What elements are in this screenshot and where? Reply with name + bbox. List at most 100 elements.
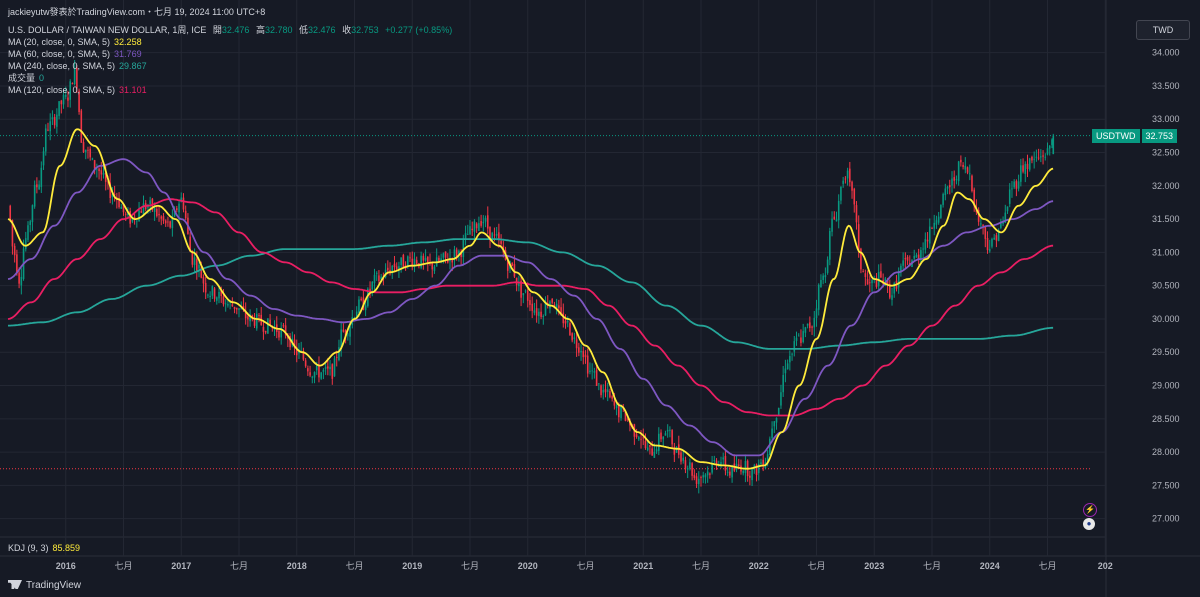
candle-body	[442, 253, 445, 258]
ma60-line	[7, 158, 1054, 457]
candle-body	[773, 421, 776, 427]
candle-body	[107, 181, 109, 183]
candle-body	[440, 258, 442, 262]
candle-body	[342, 329, 345, 332]
candle-body	[453, 249, 456, 261]
us-flag-icon[interactable]: ●	[1083, 518, 1095, 530]
indicator-ma60[interactable]: MA (60, close, 0, SMA, 5) 31.769	[8, 48, 142, 60]
candle-body	[686, 468, 689, 470]
candle-body	[333, 358, 336, 377]
candle-body	[67, 97, 69, 101]
candle-body	[422, 255, 425, 261]
lightning-icon[interactable]: ⚡	[1083, 503, 1097, 517]
candle-body	[1042, 155, 1044, 157]
candle-body	[27, 225, 29, 240]
candle-body	[189, 236, 191, 252]
candle-body	[789, 356, 791, 363]
price-axis[interactable]: 27.000 27.500 28.000 28.500 29.000 29.500 30.0…	[1152, 48, 1180, 524]
candle-body	[811, 326, 813, 328]
kdj-legend[interactable]: KDJ (9, 3) 85.859	[8, 542, 80, 554]
tradingview-logo[interactable]: TradingView	[8, 580, 81, 591]
candle-body	[304, 360, 307, 367]
candle-body	[220, 289, 223, 297]
candle-body	[182, 197, 185, 210]
candle-body	[215, 297, 218, 301]
candle-body	[1052, 135, 1055, 155]
candle-body	[700, 477, 702, 478]
indicator-value: 0	[39, 73, 45, 83]
candle-body	[44, 128, 47, 152]
candle-body	[888, 283, 891, 298]
candle-body	[264, 330, 267, 333]
indicator-volume[interactable]: 成交量 0	[8, 72, 44, 84]
indicator-ma20[interactable]: MA (20, close, 0, SMA, 5) 32.258	[8, 36, 142, 48]
time-axis[interactable]: 2016 七月 2017 七月 2018 七月 2019 七月 2020 七月 2021 七月 2022…	[56, 561, 1113, 571]
candle-body	[586, 355, 589, 374]
candle-body	[766, 454, 769, 462]
candle-body	[482, 221, 485, 224]
indicator-ma240[interactable]: MA (240, close, 0, SMA, 5) 29.867	[8, 60, 147, 72]
candle-body	[118, 198, 120, 208]
candle-body	[455, 249, 458, 257]
candle-body	[860, 248, 862, 270]
candle-body	[47, 129, 49, 131]
candle-body	[475, 223, 478, 229]
candle-body	[1015, 181, 1018, 189]
candle-body	[402, 254, 405, 268]
candle-body	[869, 282, 871, 284]
candle-body	[60, 100, 63, 105]
candle-body	[780, 392, 782, 406]
candle-body	[751, 468, 753, 481]
candle-body	[760, 462, 762, 465]
candle-body	[253, 317, 256, 326]
candle-body	[229, 302, 231, 304]
candle-body	[193, 257, 196, 266]
time-tick-label: 2016	[56, 561, 76, 571]
candle-body	[76, 67, 78, 89]
candle-body	[564, 320, 567, 324]
candle-body	[231, 304, 234, 307]
candle-body	[36, 184, 38, 188]
candle-body	[669, 429, 671, 431]
candle-body	[167, 221, 169, 223]
candle-body	[833, 216, 836, 220]
candle-body	[375, 272, 378, 274]
candle-body	[98, 168, 100, 172]
candle-body	[755, 464, 758, 475]
candle-body	[235, 307, 238, 310]
candle-body	[438, 257, 440, 262]
candle-body	[526, 290, 529, 301]
candle-body	[948, 185, 951, 188]
candle-body	[671, 430, 673, 445]
candle-body	[1024, 163, 1027, 174]
candle-body	[598, 383, 600, 385]
candle-body	[462, 240, 465, 258]
candle-body	[626, 418, 629, 420]
candle-body	[937, 216, 940, 223]
candle-body	[284, 325, 287, 336]
candle-body	[638, 437, 640, 440]
candle-body	[329, 366, 331, 370]
candle-body	[784, 368, 787, 374]
candle-body	[1026, 163, 1029, 170]
candle-body	[18, 272, 20, 284]
price-tick-label: 29.000	[1152, 381, 1180, 391]
candle-body	[309, 372, 311, 376]
candle-body	[149, 200, 151, 204]
candle-body	[207, 294, 209, 296]
candle-body	[953, 177, 956, 181]
candle-body	[695, 476, 698, 484]
price-tick-label: 30.500	[1152, 281, 1180, 291]
candle-body	[662, 436, 665, 440]
candle-body	[520, 280, 522, 298]
candle-body	[689, 462, 691, 469]
candle-body	[222, 296, 225, 305]
candle-body	[513, 264, 516, 277]
candle-body	[324, 366, 327, 369]
currency-button[interactable]: TWD	[1136, 20, 1190, 40]
indicator-ma120[interactable]: MA (120, close, 0, SMA, 5) 31.101	[8, 84, 147, 96]
candle-body	[964, 165, 967, 170]
candle-body	[551, 299, 553, 303]
